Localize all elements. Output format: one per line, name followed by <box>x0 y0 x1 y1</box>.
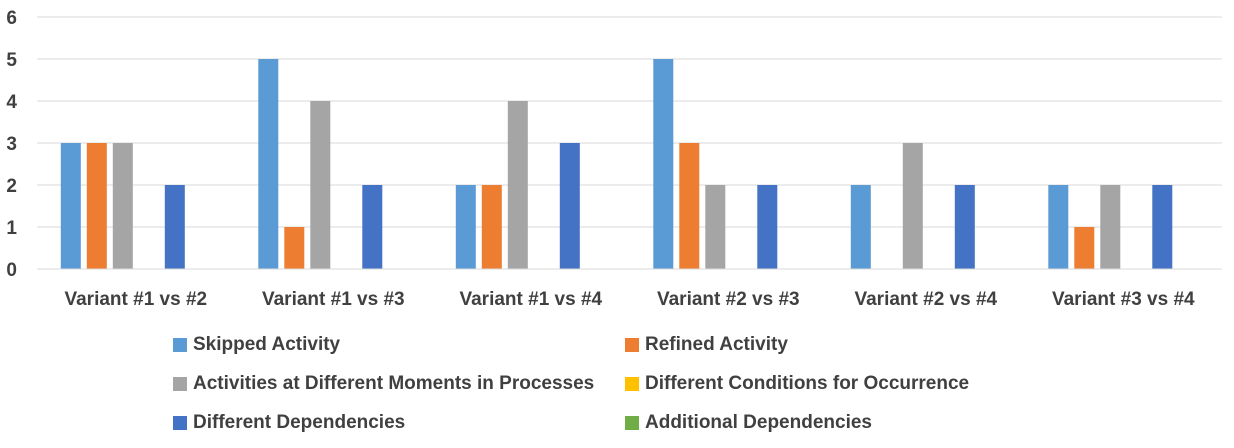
legend-item: Refined Activity <box>625 332 788 358</box>
bar <box>60 143 81 269</box>
bar <box>455 185 476 269</box>
y-tick-label: 0 <box>6 260 17 281</box>
legend-label: Additional Dependencies <box>645 412 872 433</box>
legend-label: Different Conditions for Occurrence <box>645 373 970 394</box>
legend-swatch <box>173 416 187 430</box>
bar <box>1074 227 1095 269</box>
bar <box>86 143 107 269</box>
bar <box>507 101 528 269</box>
bars <box>60 59 1173 269</box>
legend-swatch <box>625 377 639 391</box>
bar <box>705 185 726 269</box>
legend-label: Refined Activity <box>645 334 788 355</box>
legend-label: Skipped Activity <box>193 334 341 355</box>
legend-item: Different Conditions for Occurrence <box>625 371 969 397</box>
bar <box>362 185 383 269</box>
x-category-label: Variant #2 vs #3 <box>657 289 800 310</box>
bar <box>258 59 279 269</box>
bar <box>164 185 185 269</box>
y-tick-label: 5 <box>6 50 17 71</box>
x-category-label: Variant #1 vs #2 <box>64 289 207 310</box>
y-tick-label: 2 <box>6 176 17 197</box>
bar <box>954 185 975 269</box>
bar <box>112 143 133 269</box>
legend-item: Different Dependencies <box>173 410 405 436</box>
bar <box>284 227 305 269</box>
y-tick-label: 1 <box>6 218 17 239</box>
legend-item: Additional Dependencies <box>625 410 872 436</box>
bar <box>559 143 580 269</box>
bar <box>902 143 923 269</box>
legend: Skipped Activity Refined Activity Activiti… <box>0 328 1234 446</box>
legend-label: Different Dependencies <box>193 412 406 433</box>
bar <box>1048 185 1069 269</box>
bar <box>850 185 871 269</box>
y-axis-tick-labels: 0 1 2 3 4 5 6 <box>6 8 17 281</box>
legend-swatch <box>625 338 639 352</box>
bar <box>653 59 674 269</box>
x-category-label: Variant #3 vs #4 <box>1052 289 1195 310</box>
y-tick-label: 3 <box>6 134 17 155</box>
x-category-label: Variant #1 vs #4 <box>459 289 602 310</box>
legend-swatch <box>625 416 639 430</box>
bar <box>1100 185 1121 269</box>
legend-swatch <box>173 377 187 391</box>
legend-item: Skipped Activity <box>173 332 340 358</box>
y-tick-label: 6 <box>6 8 17 29</box>
gridlines <box>37 16 1222 270</box>
bar <box>481 185 502 269</box>
legend-item: Activities at Different Moments in Proce… <box>173 371 594 397</box>
y-tick-label: 4 <box>6 92 17 113</box>
x-category-label: Variant #1 vs #3 <box>262 289 405 310</box>
legend-swatch <box>173 338 187 352</box>
bar <box>679 143 700 269</box>
x-category-label: Variant #2 vs #4 <box>854 289 997 310</box>
bar <box>1152 185 1173 269</box>
legend-label: Activities at Different Moments in Proce… <box>193 373 595 394</box>
bar <box>310 101 331 269</box>
bar-chart: 0 1 2 3 4 5 6 Variant #1 vs #2 Variant #1 vs #3… <box>6 8 1222 310</box>
x-axis-category-labels: Variant #1 vs #2 Variant #1 vs #3 Variant … <box>64 289 1195 310</box>
bar <box>757 185 778 269</box>
